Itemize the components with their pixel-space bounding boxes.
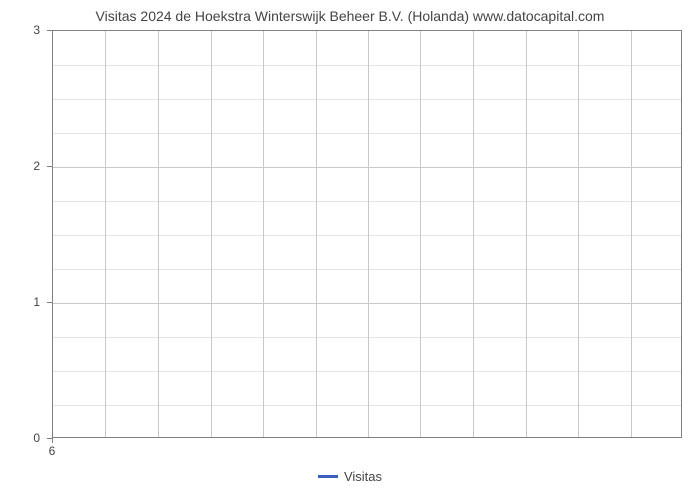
grid-hline-minor	[53, 405, 681, 406]
grid-vline	[105, 31, 106, 437]
x-tick-label: 6	[37, 444, 67, 458]
grid-vline	[631, 31, 632, 437]
grid-hline-minor	[53, 65, 681, 66]
legend: Visitas	[0, 469, 700, 484]
chart-container: Visitas 2024 de Hoekstra Winterswijk Beh…	[0, 0, 700, 500]
grid-hline-minor	[53, 235, 681, 236]
grid-vline	[158, 31, 159, 437]
chart-title: Visitas 2024 de Hoekstra Winterswijk Beh…	[0, 8, 700, 24]
grid-hline-minor	[53, 201, 681, 202]
y-tick-mark	[47, 166, 52, 167]
grid-vline	[578, 31, 579, 437]
y-tick-label: 0	[0, 431, 40, 445]
grid-vline	[368, 31, 369, 437]
y-tick-label: 1	[0, 295, 40, 309]
grid-hline-minor	[53, 99, 681, 100]
y-tick-mark	[47, 30, 52, 31]
plot-area	[52, 30, 682, 438]
grid-vline	[316, 31, 317, 437]
grid-vline	[473, 31, 474, 437]
y-tick-mark	[47, 302, 52, 303]
grid-hline-minor	[53, 133, 681, 134]
grid-vline	[420, 31, 421, 437]
y-tick-label: 2	[0, 159, 40, 173]
grid-hline-minor	[53, 269, 681, 270]
grid-hline-major	[53, 167, 681, 168]
legend-label: Visitas	[344, 469, 382, 484]
grid-vline	[526, 31, 527, 437]
grid-hline-minor	[53, 371, 681, 372]
legend-swatch	[318, 475, 338, 478]
y-tick-label: 3	[0, 23, 40, 37]
grid-hline-minor	[53, 337, 681, 338]
grid-vline	[263, 31, 264, 437]
x-tick-mark	[52, 438, 53, 443]
grid-hline-major	[53, 303, 681, 304]
grid-vline	[211, 31, 212, 437]
